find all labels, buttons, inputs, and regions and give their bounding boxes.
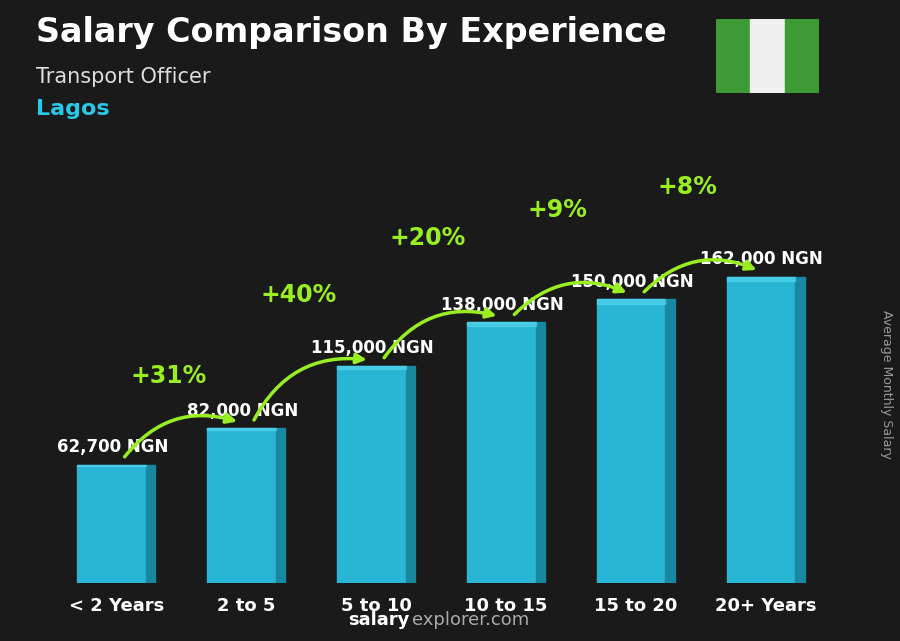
- Text: salary: salary: [348, 612, 410, 629]
- Bar: [207, 428, 275, 431]
- Text: Transport Officer: Transport Officer: [36, 67, 211, 87]
- Bar: [338, 365, 406, 369]
- Bar: [207, 428, 275, 583]
- Text: 62,700 NGN: 62,700 NGN: [57, 438, 168, 456]
- Text: +8%: +8%: [658, 175, 717, 199]
- Bar: [275, 428, 285, 583]
- Text: +9%: +9%: [528, 198, 588, 222]
- Bar: [597, 299, 665, 583]
- Bar: [467, 322, 536, 583]
- Text: +20%: +20%: [390, 226, 466, 250]
- Bar: [597, 299, 665, 304]
- Text: Salary Comparison By Experience: Salary Comparison By Experience: [36, 16, 667, 49]
- Bar: [536, 322, 544, 583]
- Text: 115,000 NGN: 115,000 NGN: [310, 339, 434, 357]
- Text: Lagos: Lagos: [36, 99, 110, 119]
- Bar: [338, 365, 406, 583]
- Bar: [77, 465, 146, 583]
- Bar: [406, 365, 415, 583]
- Bar: [716, 19, 750, 93]
- Bar: [467, 322, 536, 326]
- Text: 150,000 NGN: 150,000 NGN: [571, 273, 693, 291]
- Bar: [665, 299, 675, 583]
- Text: explorer.com: explorer.com: [412, 612, 529, 629]
- Bar: [77, 465, 146, 467]
- Bar: [726, 277, 796, 281]
- Bar: [796, 277, 805, 583]
- Bar: [146, 465, 156, 583]
- Text: Average Monthly Salary: Average Monthly Salary: [880, 310, 893, 459]
- Text: 162,000 NGN: 162,000 NGN: [700, 250, 824, 268]
- Text: 82,000 NGN: 82,000 NGN: [186, 402, 298, 420]
- Text: 138,000 NGN: 138,000 NGN: [441, 296, 563, 313]
- Bar: [726, 277, 796, 583]
- Bar: [785, 19, 819, 93]
- Text: +40%: +40%: [260, 283, 337, 307]
- Bar: [750, 19, 785, 93]
- Text: +31%: +31%: [130, 364, 206, 388]
